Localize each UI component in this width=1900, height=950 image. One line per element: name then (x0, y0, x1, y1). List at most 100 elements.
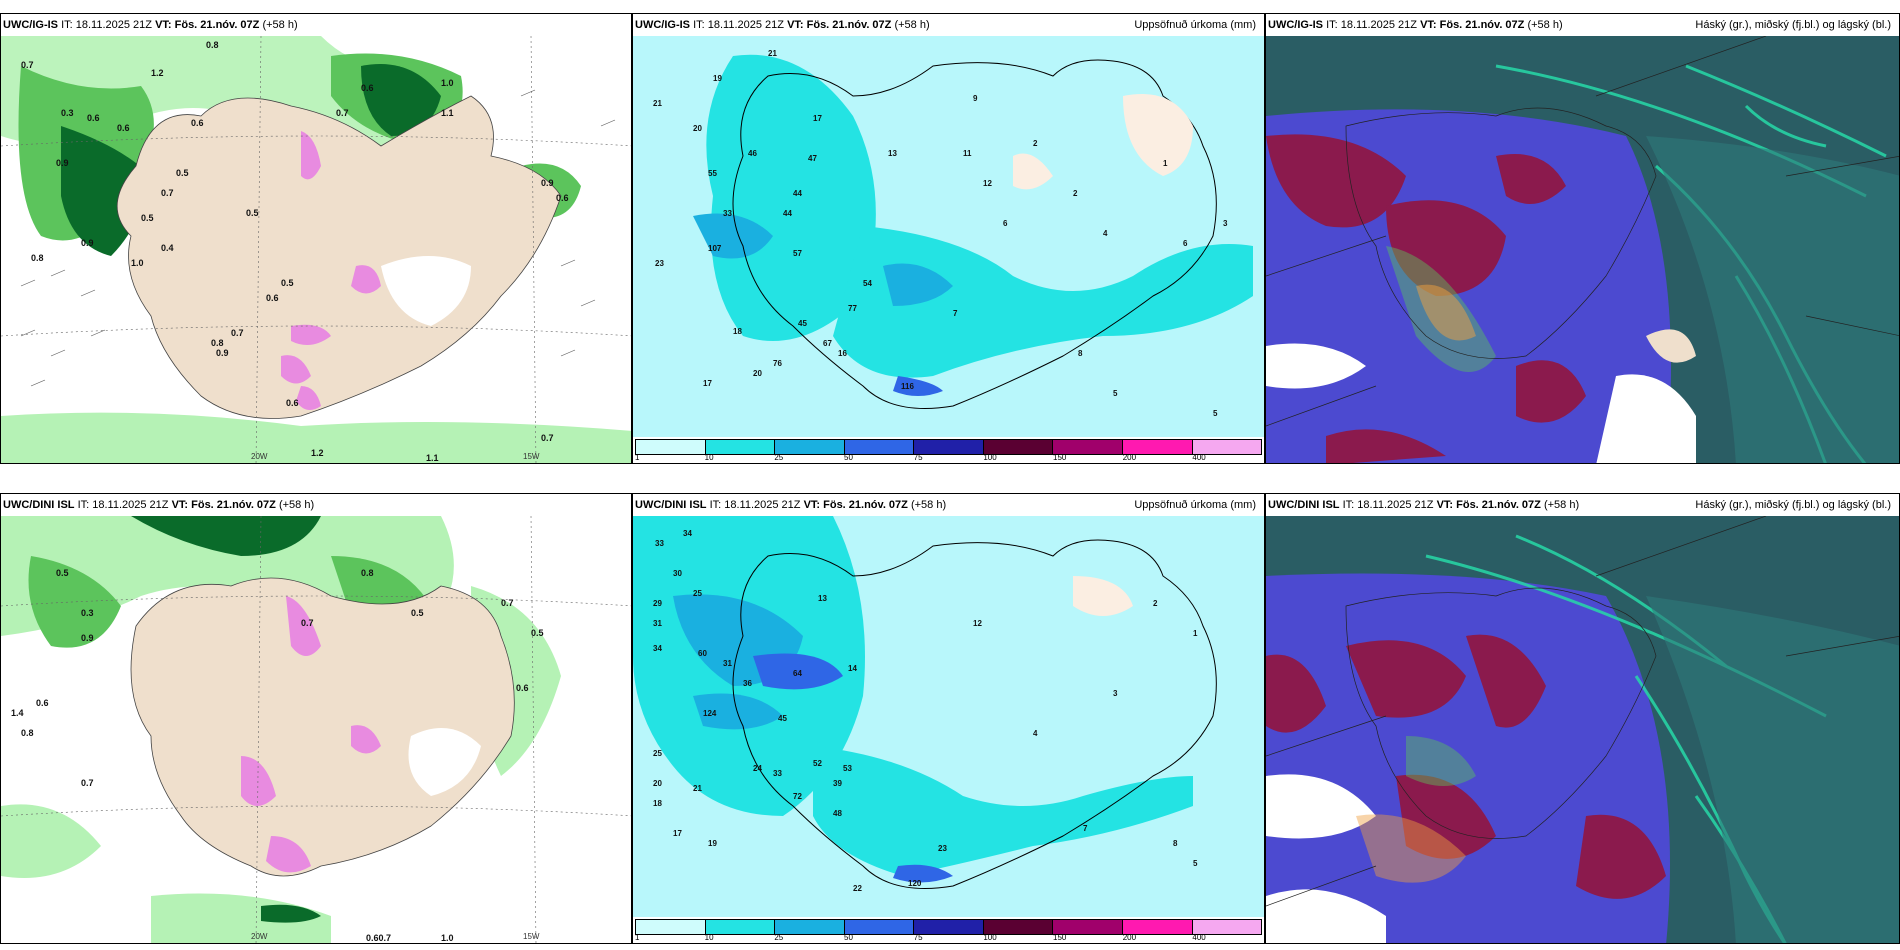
panel-header: UWC/DINI ISL IT: 18.11.2025 21Z VT: Fös.… (633, 494, 1264, 516)
svg-text:23: 23 (938, 844, 947, 853)
svg-text:107: 107 (708, 244, 722, 253)
svg-text:44: 44 (793, 189, 802, 198)
svg-text:0.6: 0.6 (36, 698, 49, 708)
svg-text:44: 44 (783, 209, 792, 218)
precip-map: 0.7 0.8 0.6 0.9 0.5 1.0 0.7 0.6 0.5 1.2 … (1, 36, 631, 463)
precip-legend: 1 10 25 50 75 100 150 200 400 (633, 437, 1264, 463)
legend-swatch (775, 920, 845, 934)
svg-text:1.0: 1.0 (131, 258, 144, 268)
svg-text:22: 22 (853, 884, 862, 893)
legend-tick: 400 (1192, 453, 1206, 462)
legend-swatch (1053, 920, 1123, 934)
svg-text:39: 39 (833, 779, 842, 788)
panel-accum-precip-dini: UWC/DINI ISL IT: 18.11.2025 21Z VT: Fös.… (632, 493, 1265, 944)
map-label: 0.7 (21, 60, 34, 70)
svg-text:29: 29 (653, 599, 662, 608)
svg-text:0.7: 0.7 (81, 778, 94, 788)
svg-text:18: 18 (653, 799, 662, 808)
svg-text:0.6: 0.6 (361, 83, 374, 93)
svg-text:0.9: 0.9 (81, 633, 94, 643)
svg-text:0.7: 0.7 (301, 618, 314, 628)
svg-text:21: 21 (653, 99, 662, 108)
svg-text:4: 4 (1103, 229, 1108, 238)
svg-text:18: 18 (733, 327, 742, 336)
svg-text:30: 30 (673, 569, 682, 578)
legend-tick: 25 (774, 933, 784, 942)
svg-text:120: 120 (908, 879, 922, 888)
svg-text:0.7: 0.7 (541, 433, 554, 443)
legend-tick: 75 (913, 933, 923, 942)
svg-text:25: 25 (653, 749, 662, 758)
legend-tick: 200 (1122, 933, 1137, 942)
svg-text:0.6: 0.6 (266, 293, 279, 303)
precip-legend: 1 10 25 50 75 100 150 200 400 (633, 917, 1264, 943)
panel-title-cloud: Háský (gr.), miðský (fj.bl.) og lágský (… (1695, 499, 1891, 511)
legend-swatch (1192, 920, 1262, 934)
svg-text:0.3: 0.3 (81, 608, 94, 618)
panel-title-cloud: Háský (gr.), miðský (fj.bl.) og lágský (… (1695, 19, 1891, 31)
svg-text:0.8: 0.8 (21, 728, 34, 738)
svg-text:34: 34 (683, 529, 692, 538)
svg-text:45: 45 (798, 319, 807, 328)
svg-text:1.0: 1.0 (441, 933, 454, 943)
svg-text:16: 16 (838, 349, 847, 358)
svg-text:0.5: 0.5 (531, 628, 544, 638)
svg-text:60: 60 (698, 649, 707, 658)
svg-text:0.8: 0.8 (211, 338, 224, 348)
panel-cloud-dini: UWC/DINI ISL IT: 18.11.2025 21Z VT: Fös.… (1265, 493, 1900, 944)
svg-text:55: 55 (708, 169, 717, 178)
svg-text:46: 46 (748, 149, 757, 158)
svg-text:0.5: 0.5 (141, 213, 154, 223)
svg-text:0.7: 0.7 (161, 188, 174, 198)
svg-text:5: 5 (1113, 389, 1118, 398)
svg-text:21: 21 (768, 49, 777, 58)
legend-swatch (636, 920, 706, 934)
svg-text:25: 25 (693, 589, 702, 598)
accum-precip-map: 33 34 30 29 31 25 34 60 31 124 64 45 36 … (633, 516, 1264, 919)
panel-header: UWC/IG-IS IT: 18.11.2025 21Z VT: Fös. 21… (1266, 14, 1899, 36)
svg-text:31: 31 (723, 659, 732, 668)
svg-text:8: 8 (1078, 349, 1083, 358)
svg-text:13: 13 (888, 149, 897, 158)
svg-text:14: 14 (848, 664, 857, 673)
svg-text:20: 20 (753, 369, 762, 378)
svg-text:1.4: 1.4 (11, 708, 24, 718)
svg-text:124: 124 (703, 709, 717, 718)
svg-text:5: 5 (1193, 859, 1198, 868)
svg-text:7: 7 (1083, 824, 1088, 833)
panel-precip-type-igis: UWC/IG-IS IT: 18.11.2025 21Z VT: Fös. 21… (0, 13, 632, 464)
accum-precip-map: 21 19 21 20 17 46 44 47 55 33 44 107 57 … (633, 36, 1264, 439)
svg-text:54: 54 (863, 279, 872, 288)
svg-text:0.5: 0.5 (411, 608, 424, 618)
legend-swatch (775, 440, 845, 454)
svg-text:0.9: 0.9 (216, 348, 229, 358)
legend-swatch (1122, 440, 1193, 454)
svg-text:0.6: 0.6 (87, 113, 100, 123)
svg-text:8: 8 (1173, 839, 1178, 848)
svg-text:19: 19 (708, 839, 717, 848)
svg-text:7: 7 (953, 309, 958, 318)
panel-header: UWC/DINI ISL IT: 18.11.2025 21Z VT: Fös.… (1266, 494, 1899, 516)
svg-text:2: 2 (1153, 599, 1158, 608)
svg-text:0.5: 0.5 (246, 208, 259, 218)
svg-text:77: 77 (848, 304, 857, 313)
svg-text:12: 12 (983, 179, 992, 188)
svg-text:3: 3 (1113, 689, 1118, 698)
svg-text:0.6: 0.6 (516, 683, 529, 693)
svg-text:0.6: 0.6 (117, 123, 130, 133)
legend-swatch (636, 440, 706, 454)
svg-text:1: 1 (1193, 629, 1198, 638)
svg-text:3: 3 (1223, 219, 1228, 228)
legend-swatch (705, 440, 776, 454)
svg-text:0.7: 0.7 (501, 598, 514, 608)
svg-text:20: 20 (653, 779, 662, 788)
lon-label-20w: 20W (251, 452, 268, 461)
svg-text:19: 19 (713, 74, 722, 83)
legend-tick: 75 (913, 453, 923, 462)
cloud-map (1266, 36, 1899, 463)
svg-text:0.8: 0.8 (206, 40, 219, 50)
svg-text:23: 23 (655, 259, 664, 268)
svg-text:24: 24 (753, 764, 762, 773)
panel-title-precip: Uppsöfnuð úrkoma (mm) (1134, 499, 1256, 511)
legend-tick: 10 (704, 933, 714, 942)
